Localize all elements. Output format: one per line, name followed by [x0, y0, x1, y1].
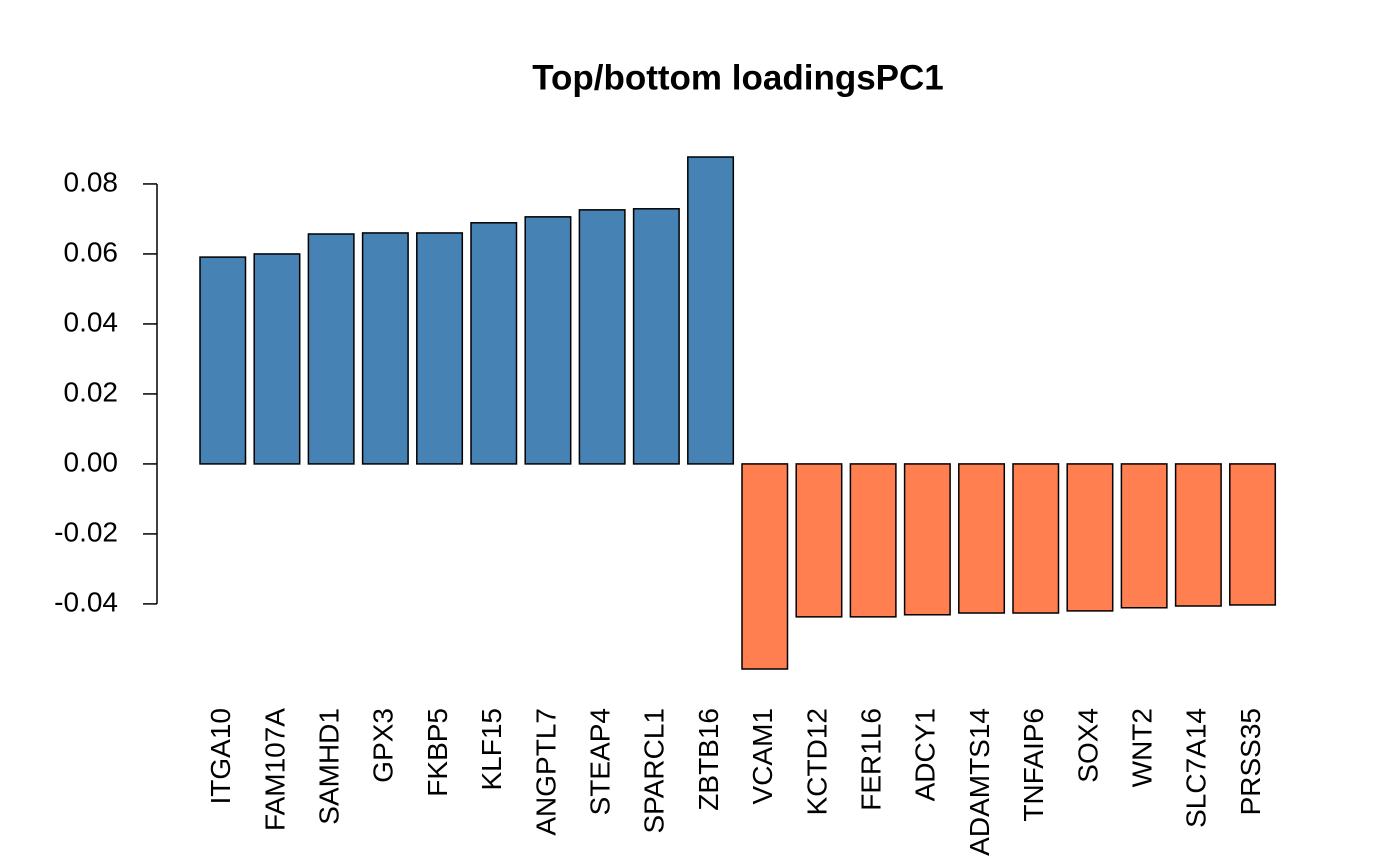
bar — [470, 222, 518, 465]
bar — [849, 463, 897, 618]
bar — [253, 253, 301, 465]
bar — [416, 232, 464, 465]
x-tick-label: STEAP4 — [585, 708, 616, 815]
x-tick-label: VCAM1 — [747, 708, 778, 804]
x-tick-label: FKBP5 — [422, 708, 453, 797]
x-tick-label: KCTD12 — [801, 708, 832, 815]
y-tick-label: -0.04 — [54, 586, 118, 617]
chart-title: Top/bottom loadingsPC1 — [532, 58, 944, 97]
bar — [307, 233, 355, 465]
y-tick-label: 0.00 — [64, 446, 119, 477]
y-tick-label: -0.02 — [54, 516, 118, 547]
bar — [1120, 463, 1168, 609]
bar — [1229, 463, 1277, 606]
bar — [958, 463, 1006, 614]
bar — [1012, 463, 1060, 614]
x-tick-label: TNFAIP6 — [1018, 708, 1049, 822]
y-tick-label: 0.06 — [64, 236, 119, 267]
x-tick-label: WNT2 — [1127, 708, 1158, 787]
x-tick-label: SAMHD1 — [314, 708, 345, 825]
y-tick-label: 0.02 — [64, 376, 119, 407]
bar — [361, 232, 409, 465]
x-tick-label: ADAMTS14 — [964, 708, 995, 856]
bar — [199, 256, 247, 465]
x-tick-label: PRSS35 — [1235, 708, 1266, 815]
bar — [1066, 463, 1114, 612]
x-tick-label: SPARCL1 — [639, 708, 670, 834]
x-tick-label: ZBTB16 — [693, 708, 724, 811]
x-tick-label: ITGA10 — [205, 708, 236, 804]
bar — [578, 209, 626, 465]
bar — [741, 463, 789, 670]
x-tick-label: GPX3 — [368, 708, 399, 783]
y-tick-label: 0.08 — [64, 166, 119, 197]
x-tick-label: ANGPTL7 — [530, 708, 561, 836]
x-tick-label: FER1L6 — [856, 708, 887, 811]
bar — [632, 208, 680, 465]
x-tick-label: KLF15 — [476, 708, 507, 791]
bar — [1174, 463, 1222, 607]
bar — [687, 156, 735, 465]
bar — [524, 216, 572, 465]
x-tick-label: SLC7A14 — [1181, 708, 1212, 828]
x-tick-label: FAM107A — [259, 708, 290, 831]
bar — [903, 463, 951, 616]
bar — [795, 463, 843, 618]
y-tick-label: 0.04 — [64, 306, 119, 337]
x-tick-label: SOX4 — [1072, 708, 1103, 783]
x-tick-label: ADCY1 — [910, 708, 941, 801]
